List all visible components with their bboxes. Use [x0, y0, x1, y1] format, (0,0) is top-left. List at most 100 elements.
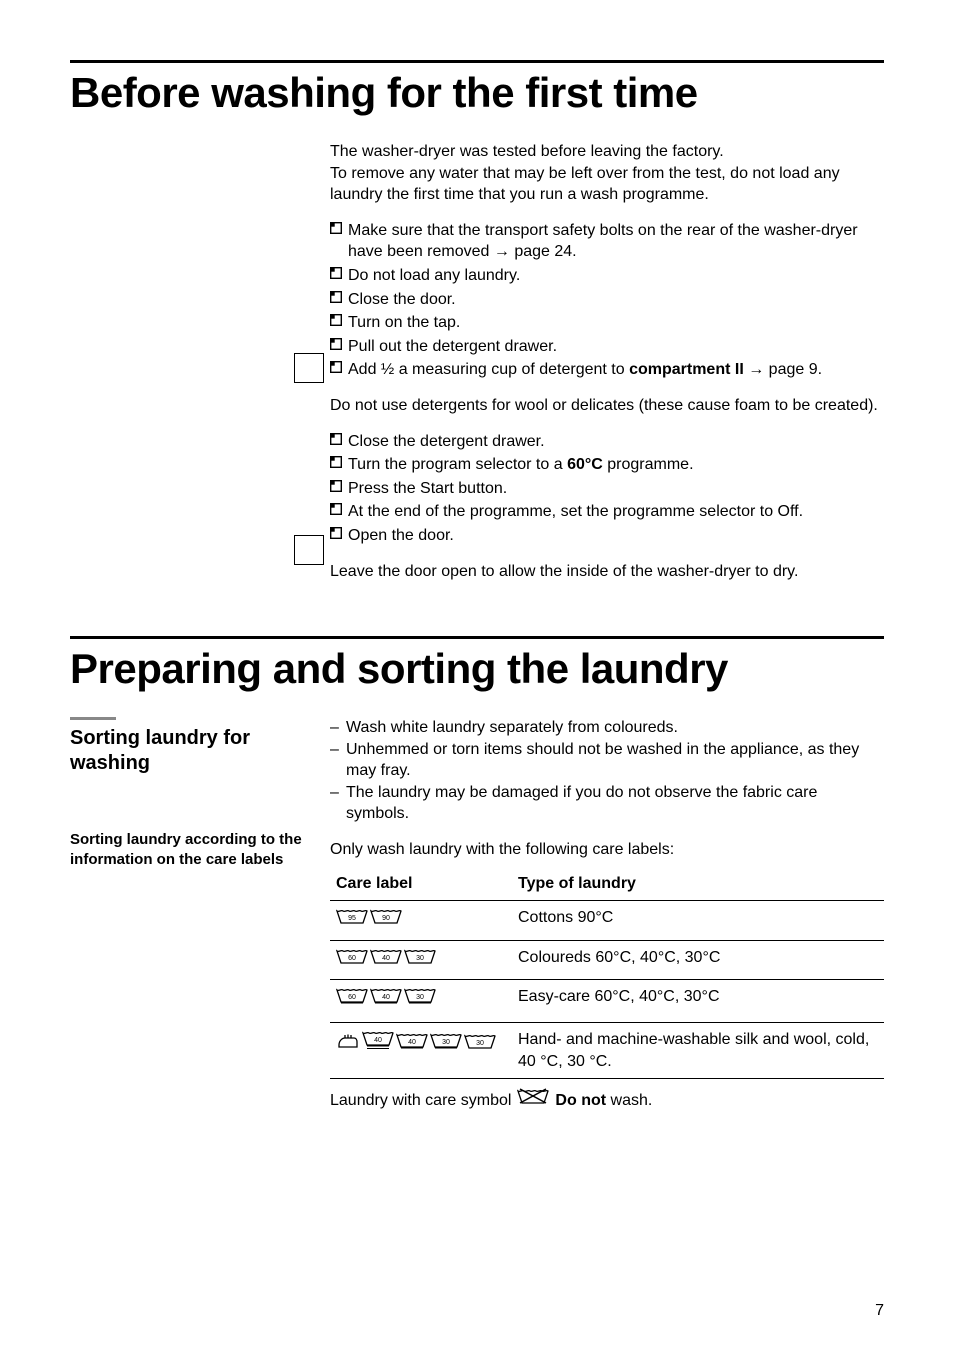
tub-90-icon: 90 [370, 907, 402, 934]
left-margin [70, 141, 330, 596]
dash: – [330, 782, 346, 825]
table-row: 95 90 Cottons 90°C [330, 901, 884, 941]
section2-body: Sorting laundry for washing Sorting laun… [70, 717, 884, 1114]
checkbox-icon [330, 503, 348, 515]
right-content: –Wash white laundry separately from colo… [330, 717, 884, 1114]
check-item: Close the detergent drawer. [330, 431, 884, 453]
note-box-icon [294, 535, 324, 565]
tub-uu-40-icon: 40 [362, 1029, 394, 1062]
tub-60-icon: 60 [336, 947, 368, 974]
svg-text:30: 30 [476, 1040, 484, 1047]
care-label-cell: 60 40 30 [330, 940, 512, 980]
tub-u-30-icon: 30 [430, 1031, 462, 1061]
check-item: Add ½ a measuring cup of detergent to co… [330, 359, 884, 381]
dash: – [330, 717, 346, 739]
table-header: Care label [330, 867, 512, 901]
checkbox-icon [330, 361, 348, 373]
checkbox-icon [330, 433, 348, 445]
hand-icon [336, 1033, 360, 1058]
check-text: Press the Start button. [348, 478, 884, 500]
svg-text:60: 60 [348, 955, 356, 962]
check-item: Turn the program selector to a 60°C prog… [330, 454, 884, 476]
footnote: Laundry with care symbol Do not wash. [330, 1087, 884, 1114]
svg-text:60: 60 [348, 994, 356, 1001]
section1-body: The washer-dryer was tested before leavi… [70, 141, 884, 596]
check-text: Add ½ a measuring cup of detergent to co… [348, 359, 884, 381]
laundry-type-cell: Easy-care 60°C, 40°C, 30°C [512, 980, 884, 1023]
laundry-type-cell: Cottons 90°C [512, 901, 884, 941]
table-row: 40 40 30 30 Hand- and machine-washable silk … [330, 1023, 884, 1079]
dash-list: –Wash white laundry separately from colo… [330, 717, 884, 825]
check-item: Turn on the tap. [330, 312, 884, 334]
dash-item: –Unhemmed or torn items should not be wa… [330, 739, 884, 782]
checkbox-icon [330, 267, 348, 279]
dash-text: Unhemmed or torn items should not be was… [346, 739, 884, 782]
checkbox-icon [330, 338, 348, 350]
check-text: Turn on the tap. [348, 312, 884, 334]
section-title: Preparing and sorting the laundry [70, 645, 884, 693]
check-item: Do not load any laundry. [330, 265, 884, 287]
left-margin: Sorting laundry for washing Sorting laun… [70, 717, 330, 1114]
svg-text:40: 40 [408, 1039, 416, 1046]
intro-line: To remove any water that may be left ove… [330, 163, 884, 206]
check-text: Turn the program selector to a 60°C prog… [348, 454, 884, 476]
tub-u-40-icon: 40 [396, 1031, 428, 1061]
footnote-rest: Do not wash. [555, 1090, 652, 1112]
footnote-pre: Laundry with care symbol [330, 1090, 511, 1112]
check-item: Close the door. [330, 289, 884, 311]
checkbox-icon [330, 456, 348, 468]
check-text: Do not load any laundry. [348, 265, 884, 287]
check-item: Press the Start button. [330, 478, 884, 500]
tub-u-40-icon: 40 [370, 986, 402, 1016]
tub-95-icon: 95 [336, 907, 368, 934]
dash-item: –The laundry may be damaged if you do no… [330, 782, 884, 825]
check-text: Pull out the detergent drawer. [348, 336, 884, 358]
svg-text:30: 30 [416, 955, 424, 962]
tub-u-30-icon: 30 [404, 986, 436, 1016]
rule [70, 60, 884, 63]
check-text: Open the door. [348, 525, 884, 547]
sub-sub-heading: Sorting laundry according to the informa… [70, 830, 318, 869]
note-box-icon [294, 353, 324, 383]
check-item: Open the door. [330, 525, 884, 547]
section-title: Before washing for the first time [70, 69, 884, 117]
tub-30-icon: 30 [404, 947, 436, 974]
check-item: At the end of the programme, set the pro… [330, 501, 884, 523]
svg-text:95: 95 [348, 915, 356, 922]
tub-u-60-icon: 60 [336, 986, 368, 1016]
rule [70, 636, 884, 639]
sub-heading: Sorting laundry for washing [70, 726, 318, 776]
svg-text:40: 40 [382, 994, 390, 1001]
tub-40-icon: 40 [370, 947, 402, 974]
right-content: The washer-dryer was tested before leavi… [330, 141, 884, 596]
do-not-wash-icon [517, 1087, 549, 1114]
care-label-table: Care label Type of laundry 95 90 Cottons 9… [330, 867, 884, 1080]
care-label-cell: 60 40 30 [330, 980, 512, 1023]
care-label-cell: 40 40 30 30 [330, 1023, 512, 1079]
svg-text:30: 30 [416, 994, 424, 1001]
checklist: Close the detergent drawer.Turn the prog… [330, 431, 884, 547]
dash-text: The laundry may be damaged if you do not… [346, 782, 884, 825]
svg-text:40: 40 [374, 1037, 382, 1044]
check-text: Close the detergent drawer. [348, 431, 884, 453]
table-row: 60 40 30 Easy-care 60°C, 40°C, 30°C [330, 980, 884, 1023]
dash-item: –Wash white laundry separately from colo… [330, 717, 884, 739]
table-intro: Only wash laundry with the following car… [330, 839, 884, 861]
checkbox-icon [330, 527, 348, 539]
table-header: Type of laundry [512, 867, 884, 901]
dash-text: Wash white laundry separately from colou… [346, 717, 884, 739]
check-text: Close the door. [348, 289, 884, 311]
checkbox-icon [330, 291, 348, 303]
check-item: Pull out the detergent drawer. [330, 336, 884, 358]
checkbox-icon [330, 480, 348, 492]
laundry-type-cell: Coloureds 60°C, 40°C, 30°C [512, 940, 884, 980]
svg-text:40: 40 [382, 955, 390, 962]
page-number: 7 [875, 1302, 884, 1320]
laundry-type-cell: Hand- and machine-washable silk and wool… [512, 1023, 884, 1079]
check-item: Make sure that the transport safety bolt… [330, 220, 884, 263]
sub-rule [70, 717, 116, 720]
note-text: Do not use detergents for wool or delica… [330, 395, 884, 417]
checkbox-icon [330, 222, 348, 234]
checkbox-icon [330, 314, 348, 326]
svg-text:90: 90 [382, 915, 390, 922]
